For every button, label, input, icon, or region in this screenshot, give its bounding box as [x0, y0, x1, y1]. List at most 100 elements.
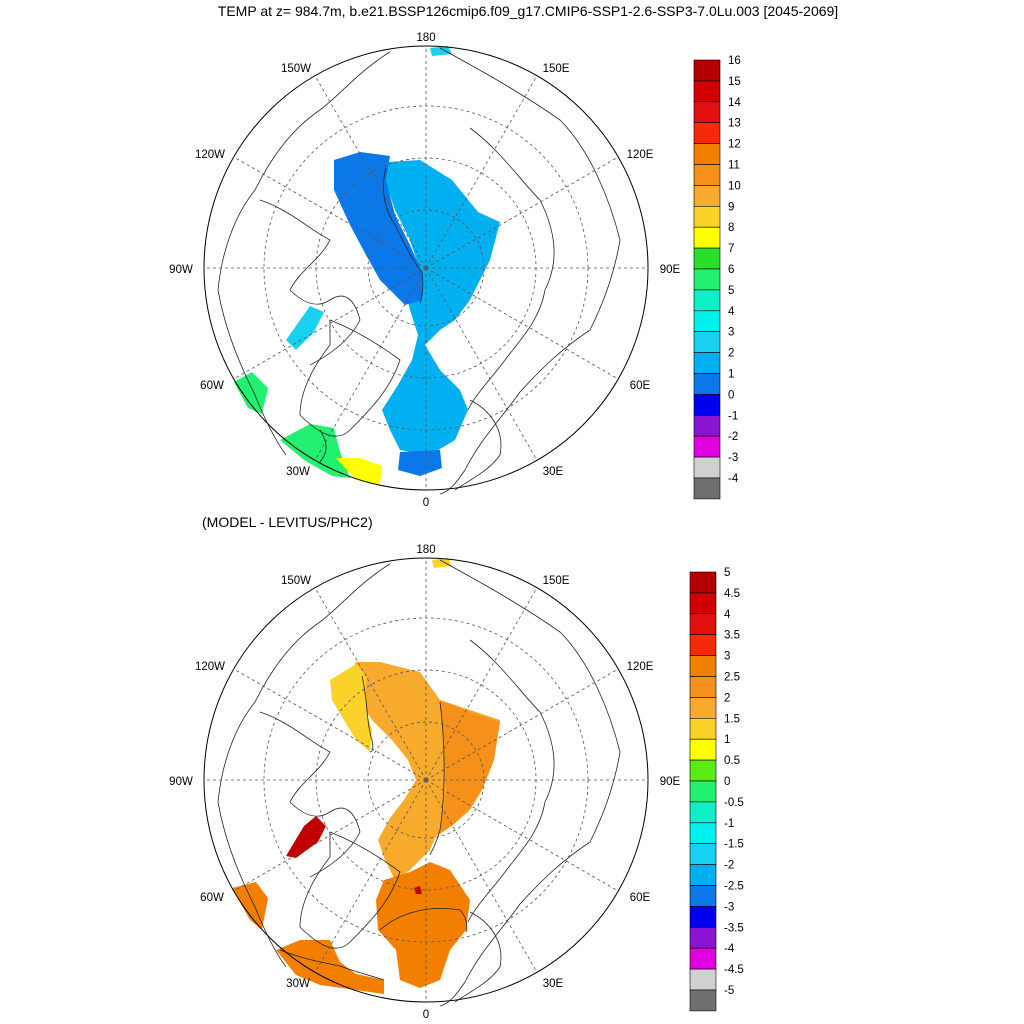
bottom-meridian-line	[425, 668, 619, 781]
bottom-colorbar-swatch	[689, 717, 717, 740]
difference-subtitle: (MODEL - LEVITUS/PHC2)	[202, 514, 373, 530]
top-lon-label-60e: 60E	[630, 380, 651, 392]
top-colorbar-swatch	[693, 247, 721, 270]
top-colorbar-swatch	[693, 331, 721, 353]
bottom-field-3to3.5-west	[232, 882, 268, 930]
bottom-lon-label-90e: 90E	[660, 776, 681, 788]
bottom-lon-label-120e: 120E	[627, 661, 654, 673]
top-colorbar-swatch	[693, 394, 721, 416]
top-colorbar-swatch	[693, 206, 721, 228]
bottom-colorbar-swatch	[689, 634, 717, 656]
top-meridian-line	[425, 156, 619, 269]
top-colorbar-tick-label: 13	[728, 118, 741, 130]
bottom-coast-eurasia	[439, 559, 621, 1007]
bottom-colorbar-swatch	[689, 885, 717, 907]
bottom-colorbar-tick-label: 5	[724, 567, 730, 579]
bottom-lon-label-30e: 30E	[543, 978, 564, 990]
bottom-colorbar-tick-label: -4.5	[724, 964, 744, 976]
top-ocean-field	[234, 46, 500, 486]
bottom-lon-label-60e: 60E	[630, 892, 651, 904]
bottom-colorbar-tick-label: 0	[724, 776, 730, 788]
top-lon-label-0: 0	[423, 497, 429, 509]
top-colorbar-tick-label: 15	[728, 76, 741, 88]
top-lon-label-150e: 150E	[543, 63, 570, 75]
bottom-contour-3b	[379, 908, 468, 933]
top-colorbar-tick-label: 8	[728, 222, 734, 234]
bottom-colorbar-swatch	[689, 676, 717, 698]
top-colorbar-tick-label: 7	[728, 243, 734, 255]
top-colorbar-swatch	[693, 101, 721, 124]
bottom-colorbar-swatch	[689, 780, 717, 803]
top-meridian-line	[233, 267, 427, 380]
bottom-map-panel: 180 150E 120E 90E 60E 30E 0 30W 60W 90W …	[169, 544, 744, 1021]
bottom-colorbar-tick-label: 1.5	[724, 713, 740, 725]
top-coast-archipelago	[259, 199, 361, 366]
bottom-colorbar-tick-label: 4	[724, 609, 731, 621]
top-lon-label-60w: 60W	[200, 380, 224, 392]
bottom-colorbar-tick-label: 2.5	[724, 672, 740, 684]
top-colorbar-tick-label: 5	[728, 285, 734, 297]
top-map-boundary	[203, 45, 649, 491]
top-colorbar-tick-label: 2	[728, 348, 734, 360]
bottom-colorbar-tick-label: 2	[724, 692, 730, 704]
top-coast-scandinavia	[454, 399, 502, 491]
bottom-colorbar-swatch	[689, 801, 717, 824]
top-colorbar-tick-label: -3	[728, 452, 738, 464]
bottom-meridian-line	[425, 779, 538, 973]
top-colorbar-swatch	[693, 414, 721, 437]
bottom-colorbar-tick-label: 1	[724, 734, 730, 746]
bottom-colorbar-tick-label: -2.5	[724, 881, 744, 893]
top-contour-7	[319, 429, 327, 463]
bottom-meridians	[204, 558, 648, 1002]
bottom-colorbar-tick-label: 0.5	[724, 755, 740, 767]
bottom-colorbar-swatch	[689, 926, 717, 949]
bottom-ocean-field	[232, 558, 500, 994]
top-colorbar-swatch	[693, 310, 721, 332]
bottom-coast-north-america	[217, 563, 391, 968]
top-colorbar-tick-label: 0	[728, 389, 734, 401]
top-field-1to2-region	[334, 152, 422, 305]
bottom-colorbar-swatch	[689, 738, 717, 761]
top-field-7to8-southwest	[280, 424, 350, 478]
top-colorbar-swatch	[693, 80, 721, 103]
top-lon-label-30e: 30E	[543, 466, 564, 478]
top-meridians	[204, 46, 648, 490]
top-colorbar-swatch	[693, 477, 721, 500]
bottom-colorbar-tick-label: 3	[724, 651, 730, 663]
top-colorbar-tick-label: 6	[728, 264, 734, 276]
bottom-colorbar-swatch	[689, 655, 717, 677]
top-colorbar-swatch	[693, 143, 721, 165]
top-lon-label-90e: 90E	[660, 264, 681, 276]
bottom-colorbar-swatch	[689, 947, 717, 970]
bottom-colorbar-tick-label: -2	[724, 860, 734, 872]
top-lon-label-120w: 120W	[195, 149, 225, 161]
top-contours	[319, 167, 424, 463]
bottom-lon-label-150e: 150E	[543, 575, 570, 587]
bottom-coast-archipelago	[259, 711, 361, 878]
bottom-longitude-labels: 180 150E 120E 90E 60E 30E 0 30W 60W 90W …	[169, 544, 680, 1021]
bottom-graticule	[204, 558, 648, 1002]
bottom-contour-2	[361, 675, 374, 753]
top-coast-north-america	[217, 51, 391, 456]
top-colorbar-swatch	[693, 268, 721, 291]
top-colorbar-swatch	[693, 185, 721, 207]
top-longitude-labels: 180 150E 120E 90E 60E 30E 0 30W 60W 90W …	[169, 32, 680, 509]
bottom-meridian-line	[314, 779, 427, 973]
top-meridian-line	[425, 267, 619, 380]
top-lat-circle-80	[367, 209, 485, 327]
top-contour-2	[383, 167, 424, 304]
bottom-colorbar: 5 4.5 4 3.5 3 2.5 2 1.5 1 0.5 0 -0.5 -1 -1.5 -2 -2.5 -3 -…	[689, 567, 744, 1012]
bottom-coast-scandinavia	[454, 911, 502, 1003]
bottom-meridian-line	[233, 668, 427, 781]
bottom-colorbar-tick-label: -0.5	[724, 797, 744, 809]
top-colorbar-swatch	[693, 352, 721, 374]
top-meridian-line	[425, 75, 538, 269]
top-colorbar-tick-label: 10	[728, 180, 741, 192]
bottom-field-4.5to5-patch	[286, 816, 326, 858]
top-colorbar-tick-label: 3	[728, 327, 734, 339]
bottom-lon-label-180: 180	[416, 544, 435, 556]
top-meridian-line	[233, 156, 427, 269]
bottom-lon-label-120w: 120W	[195, 661, 225, 673]
bottom-colorbar-swatch	[689, 759, 717, 782]
bottom-meridian-line	[233, 779, 427, 892]
